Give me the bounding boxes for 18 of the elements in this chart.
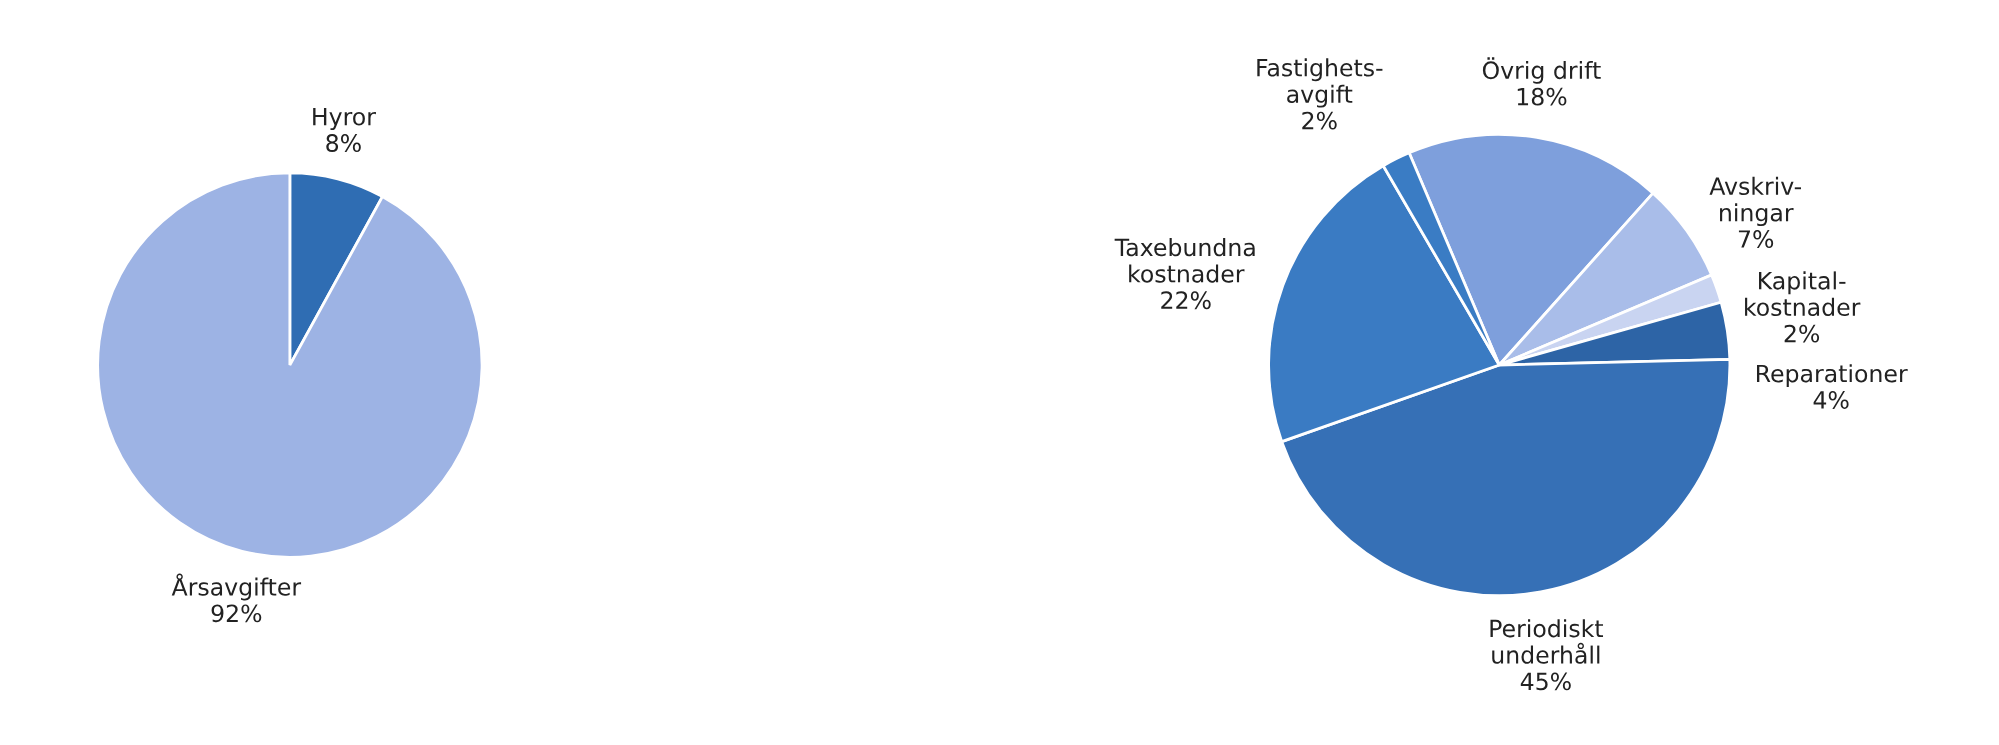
slice-label: Avskriv- ningar [1709, 176, 1801, 227]
data-label: 45% [1520, 672, 1571, 691]
slice-label: Reparationer [1756, 364, 1908, 388]
data-label: 2% [1784, 324, 1820, 343]
data-label: 4% [1813, 391, 1849, 409]
data-label: 7% [1738, 230, 1774, 248]
slice-label: Hyror [313, 107, 376, 131]
slice-label: Övrig drift [1482, 57, 1601, 84]
slice-label: Taxebundna kostnader [1114, 237, 1255, 283]
data-label: 8% [326, 134, 361, 152]
data-label: 18% [1517, 87, 1567, 106]
slice-label: Årsavgifter [171, 573, 302, 601]
data-label: 22% [1161, 291, 1211, 310]
data-label: 92% [211, 604, 262, 623]
data-label: 2% [1302, 111, 1337, 130]
slice-label: Fastighets- avgift [1257, 58, 1383, 108]
slice-label: Kapital- kostnader [1745, 271, 1861, 317]
slice-label: Periodiskt underhåll [1490, 619, 1604, 664]
